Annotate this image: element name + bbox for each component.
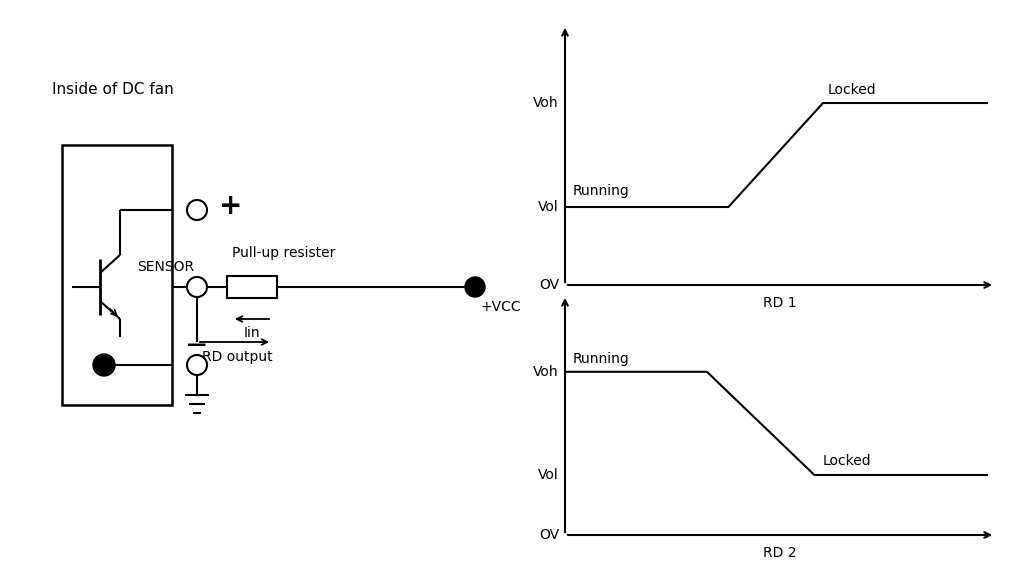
Text: OV: OV bbox=[539, 278, 559, 292]
Text: Voh: Voh bbox=[534, 96, 559, 110]
Circle shape bbox=[187, 277, 207, 297]
Circle shape bbox=[465, 277, 485, 297]
Text: SENSOR: SENSOR bbox=[137, 260, 195, 274]
Circle shape bbox=[187, 355, 207, 375]
Text: Iin: Iin bbox=[244, 326, 261, 340]
Text: Locked: Locked bbox=[822, 454, 871, 468]
Text: +: + bbox=[219, 192, 243, 220]
Circle shape bbox=[187, 200, 207, 220]
Text: Locked: Locked bbox=[828, 83, 877, 97]
Text: Running: Running bbox=[573, 352, 630, 366]
Text: Vol: Vol bbox=[539, 468, 559, 482]
Text: +VCC: +VCC bbox=[480, 300, 520, 314]
Text: Inside of DC fan: Inside of DC fan bbox=[52, 82, 174, 98]
Text: RD 2: RD 2 bbox=[763, 546, 797, 560]
Text: OV: OV bbox=[539, 528, 559, 542]
Circle shape bbox=[93, 354, 115, 376]
Bar bbox=[227, 276, 278, 298]
Text: —: — bbox=[187, 336, 207, 354]
Text: Running: Running bbox=[573, 184, 630, 198]
Bar bbox=[62, 145, 172, 405]
Text: RD output: RD output bbox=[202, 350, 272, 364]
Text: RD 1: RD 1 bbox=[763, 296, 797, 310]
Text: Pull-up resister: Pull-up resister bbox=[232, 246, 336, 260]
Text: Vol: Vol bbox=[539, 200, 559, 214]
Text: Voh: Voh bbox=[534, 365, 559, 379]
